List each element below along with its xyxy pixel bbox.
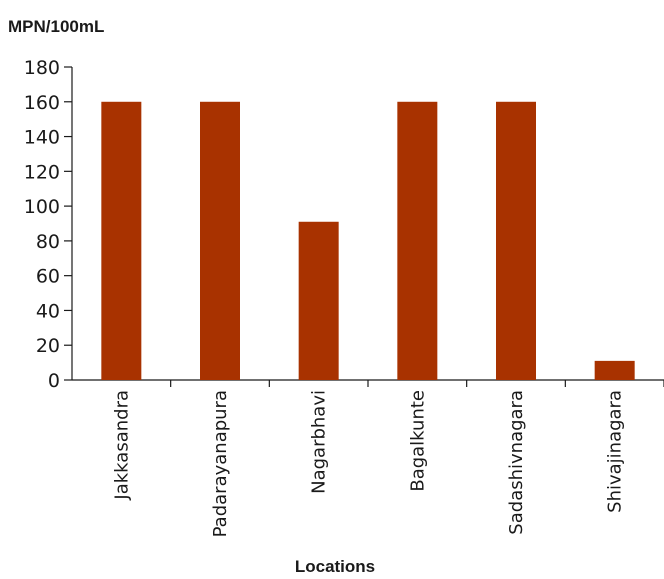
x-axis: Jakkasandra Padarayanapura Nagarbhavi Bagal…	[72, 379, 664, 537]
bar	[101, 101, 142, 381]
bars	[101, 101, 635, 381]
x-tick-label: Nagarbhavi	[309, 390, 330, 494]
bar	[298, 221, 339, 380]
y-axis-title: MPN/100mL	[8, 17, 104, 36]
x-axis-title: Locations	[295, 557, 375, 576]
y-axis: 0 20 40 60 80 100 120 140 160 180	[24, 57, 73, 392]
x-tick-label: Sadashivnagara	[506, 390, 527, 535]
x-tick-label: Bagalkunte	[407, 390, 428, 492]
y-tick-label: 140	[24, 127, 60, 149]
y-tick-label: 100	[24, 196, 60, 218]
y-tick-label: 120	[24, 161, 60, 183]
y-tick-label: 20	[36, 335, 60, 357]
bar	[200, 101, 240, 381]
y-tick-label: 0	[48, 370, 60, 392]
y-tick-label: 80	[36, 231, 60, 253]
bar	[594, 360, 635, 380]
x-tick-label: Jakkasandra	[111, 390, 132, 501]
y-tick-label: 40	[36, 300, 60, 322]
bar	[496, 101, 536, 381]
y-tick-label: 180	[24, 57, 60, 79]
bar	[397, 101, 438, 381]
x-tick-label: Shivajinagara	[605, 390, 626, 513]
x-tick-label: Padarayanapura	[210, 390, 231, 537]
y-tick-label: 60	[36, 266, 60, 288]
y-tick-label: 160	[24, 92, 60, 114]
